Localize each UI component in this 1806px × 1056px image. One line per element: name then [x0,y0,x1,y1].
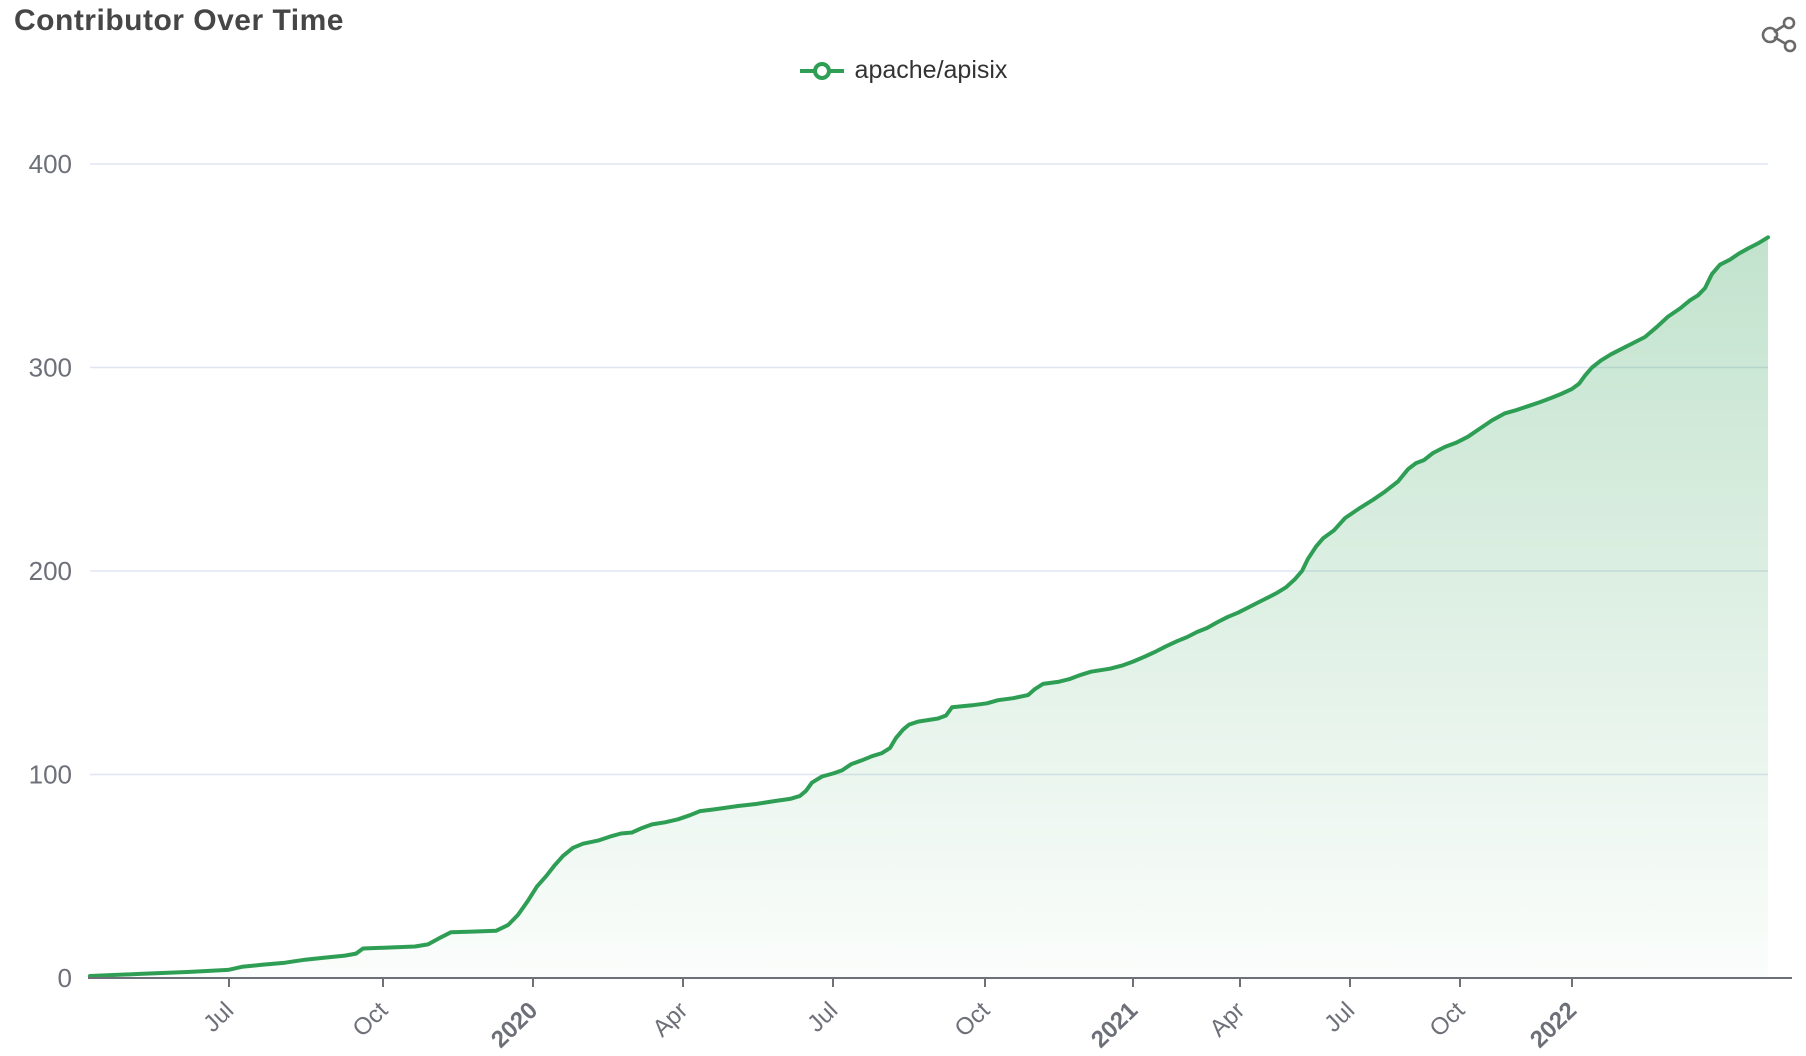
y-axis-label-400: 400 [29,149,72,179]
legend-label: apache/apisix [854,56,1008,84]
x-axis-label-Jul: Jul [198,997,239,1038]
x-axis-label-Oct: Oct [950,997,996,1043]
y-axis-label-300: 300 [29,353,72,383]
legend-line-marker-icon [799,61,844,80]
x-axis-label-2022: 2022 [1525,997,1582,1054]
x-axis-label-Apr: Apr [648,997,694,1042]
y-axis-label-0: 0 [58,963,72,993]
x-axis-label-Jul: Jul [1319,997,1360,1038]
legend: apache/apisix [0,56,1806,85]
share-icon[interactable] [1758,12,1800,58]
page-title: Contributor Over Time [14,4,344,37]
x-axis-label-Apr: Apr [1205,997,1251,1042]
series-line [88,235,1770,978]
series-area [90,237,1768,979]
y-axis-label-100: 100 [29,760,72,790]
x-axis-label-Oct: Oct [1425,997,1471,1043]
legend-item-apache-apisix[interactable]: apache/apisix [799,56,1008,85]
x-axis-label-2020: 2020 [486,997,543,1054]
y-axis-label-200: 200 [29,556,72,586]
x-axis-label-2021: 2021 [1086,997,1143,1054]
x-axis-label-Jul: Jul [802,997,843,1038]
share-icon-glyph [1761,16,1797,53]
x-axis-label-Oct: Oct [348,997,394,1043]
